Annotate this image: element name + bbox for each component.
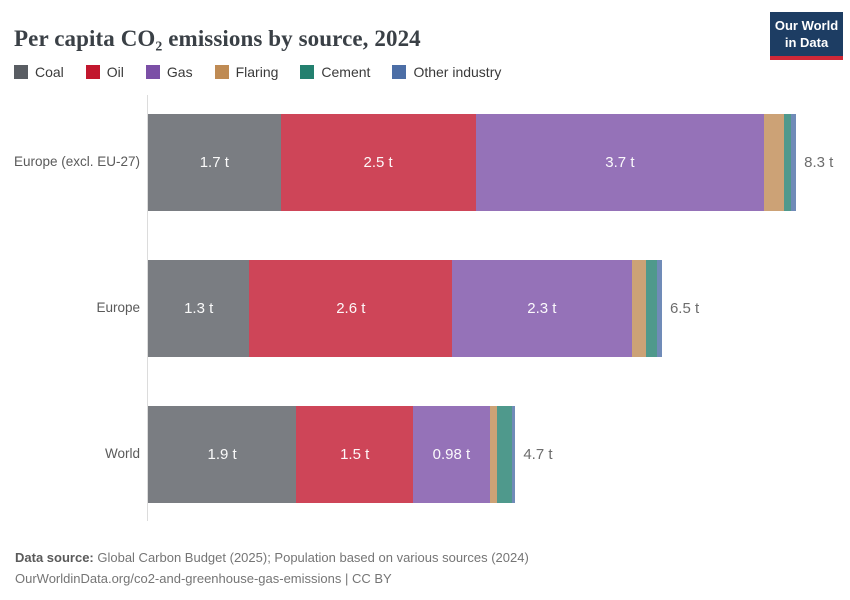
- row-label: World: [104, 446, 140, 462]
- data-source-text: Global Carbon Budget (2025); Population …: [93, 550, 529, 565]
- bar-segment-oil[interactable]: 2.6 t: [249, 260, 453, 357]
- bar-segment-other-industry[interactable]: [657, 260, 662, 357]
- segment-value-label: 2.3 t: [527, 300, 557, 317]
- bar-segment-gas[interactable]: 0.98 t: [413, 406, 490, 503]
- legend-item-other-industry[interactable]: Other industry: [392, 64, 501, 80]
- legend-label: Oil: [106, 64, 124, 80]
- legend-label: Flaring: [235, 64, 279, 80]
- legend-swatch-coal: [14, 65, 28, 79]
- chart-row-europe-(excl.-eu-27): Europe (excl. EU-27) 1.7 t 2.5 t 3.7 t 8.3 t: [0, 114, 850, 211]
- data-source-label: Data source:: [15, 550, 94, 565]
- segment-value-label: 1.3 t: [184, 300, 214, 317]
- bar-segment-cement[interactable]: [783, 114, 792, 211]
- bar-segment-flaring[interactable]: [631, 260, 647, 357]
- segment-value-label: 1.7 t: [199, 154, 229, 171]
- legend-item-gas[interactable]: Gas: [145, 64, 193, 80]
- legend-label: Gas: [166, 64, 193, 80]
- chart-row-world: World 1.9 t 1.5 t 0.98 t 4.7 t: [0, 406, 850, 503]
- legend: Coal Oil Gas Flaring Cement Other industry: [14, 64, 501, 80]
- bar-segments: 1.3 t 2.6 t 2.3 t: [148, 260, 662, 357]
- bar-segment-flaring[interactable]: [764, 114, 784, 211]
- row-label: Europe (excl. EU-27): [13, 154, 140, 170]
- footer: Data source: Global Carbon Budget (2025)…: [15, 547, 529, 590]
- legend-item-oil[interactable]: Oil: [85, 64, 124, 80]
- segment-value-label: 3.7 t: [605, 154, 635, 171]
- bar-segment-cement[interactable]: [646, 260, 658, 357]
- segment-value-label: 1.5 t: [340, 446, 370, 463]
- segment-value-label: 0.98 t: [432, 446, 471, 463]
- bar-segment-cement[interactable]: [496, 406, 513, 503]
- bar-segment-coal[interactable]: 1.9 t: [148, 406, 297, 503]
- bar-segment-oil[interactable]: 2.5 t: [280, 114, 476, 211]
- legend-item-coal[interactable]: Coal: [14, 64, 64, 80]
- license-link-line[interactable]: OurWorldinData.org/co2-and-greenhouse-ga…: [15, 571, 392, 587]
- segment-value-label: 2.5 t: [363, 154, 393, 171]
- chart-row-europe: Europe 1.3 t 2.6 t 2.3 t 6.5 t: [0, 260, 850, 357]
- segment-value-label: 2.6 t: [336, 300, 366, 317]
- data-source-line: Data source: Global Carbon Budget (2025)…: [15, 547, 529, 568]
- bar-total-label: 6.5 t: [669, 300, 700, 317]
- legend-label: Coal: [35, 64, 64, 80]
- bar-segment-other-industry[interactable]: [512, 406, 516, 503]
- bar-segment-gas[interactable]: 3.7 t: [475, 114, 765, 211]
- row-label: Europe: [96, 300, 140, 316]
- stacked-bar: 1.9 t 1.5 t 0.98 t 4.7 t: [148, 406, 553, 503]
- stacked-bar: 1.7 t 2.5 t 3.7 t 8.3 t: [148, 114, 833, 211]
- bar-segments: 1.7 t 2.5 t 3.7 t: [148, 114, 797, 211]
- stacked-bar: 1.3 t 2.6 t 2.3 t 6.5 t: [148, 260, 699, 357]
- owid-logo-stripe: [770, 56, 843, 61]
- bar-segment-oil[interactable]: 1.5 t: [296, 406, 414, 503]
- bar-segment-coal[interactable]: 1.7 t: [148, 114, 281, 211]
- owid-logo: Our World in Data: [770, 12, 843, 61]
- owid-logo-text: Our World in Data: [770, 12, 843, 57]
- bar-total-label: 8.3 t: [804, 154, 834, 171]
- bar-segments: 1.9 t 1.5 t 0.98 t: [148, 406, 516, 503]
- bar-segment-coal[interactable]: 1.3 t: [148, 260, 250, 357]
- legend-swatch-gas: [145, 65, 160, 79]
- bar-total-label: 4.7 t: [523, 446, 553, 463]
- y-axis-line: [147, 95, 148, 521]
- legend-swatch-oil: [85, 65, 100, 79]
- bar-segment-gas[interactable]: 2.3 t: [452, 260, 632, 357]
- page-title: Per capita CO₂ emissions by source, 2024: [14, 26, 421, 52]
- legend-swatch-other-industry: [392, 65, 407, 79]
- segment-value-label: 1.9 t: [207, 446, 237, 463]
- legend-label: Other industry: [413, 64, 502, 80]
- legend-item-cement[interactable]: Cement: [300, 64, 370, 80]
- bar-segment-other-industry[interactable]: [791, 114, 797, 211]
- bar-segment-flaring[interactable]: [489, 406, 497, 503]
- legend-swatch-cement: [300, 65, 315, 79]
- legend-swatch-flaring: [214, 65, 229, 79]
- legend-item-flaring[interactable]: Flaring: [214, 64, 279, 80]
- legend-label: Cement: [321, 64, 371, 80]
